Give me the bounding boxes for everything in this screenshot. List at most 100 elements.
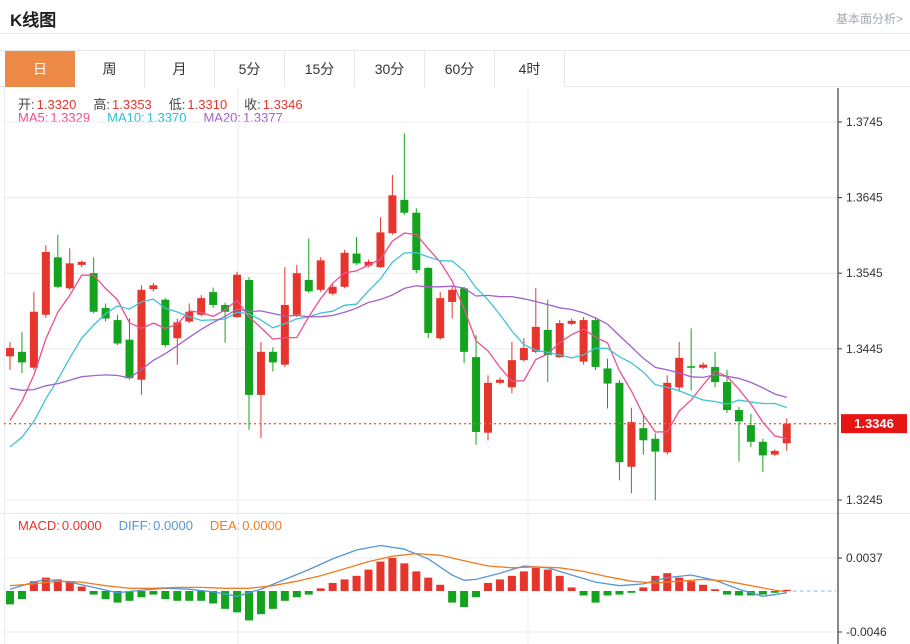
- candle[interactable]: [567, 320, 576, 324]
- candle[interactable]: [472, 357, 481, 432]
- macd-bar[interactable]: [687, 581, 696, 591]
- macd-bar[interactable]: [519, 571, 528, 591]
- macd-bar[interactable]: [53, 579, 62, 591]
- candle[interactable]: [543, 329, 552, 355]
- macd-bar[interactable]: [675, 577, 684, 591]
- candle[interactable]: [256, 351, 265, 395]
- macd-bar[interactable]: [352, 575, 361, 591]
- candle[interactable]: [268, 351, 277, 363]
- candle[interactable]: [448, 289, 457, 302]
- macd-bar[interactable]: [89, 591, 98, 595]
- period-tab-15分[interactable]: 15分: [285, 51, 355, 87]
- candle[interactable]: [376, 232, 385, 268]
- macd-bar[interactable]: [782, 589, 791, 591]
- candle[interactable]: [770, 450, 779, 455]
- macd-bar[interactable]: [723, 591, 731, 595]
- candle[interactable]: [555, 323, 564, 358]
- macd-bar[interactable]: [256, 591, 265, 615]
- candle[interactable]: [17, 351, 26, 363]
- candle[interactable]: [723, 382, 731, 411]
- candle[interactable]: [173, 322, 182, 339]
- candle[interactable]: [364, 261, 373, 266]
- macd-bar[interactable]: [448, 591, 457, 603]
- candle[interactable]: [221, 304, 230, 312]
- candle[interactable]: [436, 298, 445, 339]
- macd-bar[interactable]: [280, 591, 289, 601]
- macd-bar[interactable]: [770, 591, 779, 593]
- macd-bar[interactable]: [615, 591, 624, 595]
- macd-bar[interactable]: [304, 591, 313, 595]
- candle[interactable]: [197, 298, 206, 315]
- macd-bar[interactable]: [29, 581, 38, 591]
- macd-bar[interactable]: [161, 591, 170, 600]
- candle[interactable]: [328, 286, 337, 294]
- period-tab-月[interactable]: 月: [145, 51, 215, 87]
- macd-bar[interactable]: [376, 561, 385, 591]
- macd-bar[interactable]: [149, 591, 158, 595]
- macd-bar[interactable]: [460, 591, 469, 608]
- candle[interactable]: [280, 304, 289, 365]
- macd-bar[interactable]: [591, 591, 600, 603]
- macd-bar[interactable]: [137, 591, 146, 598]
- period-tab-日[interactable]: 日: [5, 51, 75, 87]
- price-chart-svg[interactable]: 1.3745 1.3645 1.3545 1.3445 1.3245 1.3346: [0, 88, 910, 513]
- candle[interactable]: [149, 285, 158, 290]
- macd-bar[interactable]: [209, 591, 218, 604]
- candle[interactable]: [233, 274, 242, 318]
- candle[interactable]: [77, 261, 86, 265]
- macd-bar[interactable]: [424, 577, 433, 591]
- candle[interactable]: [29, 311, 38, 368]
- candle[interactable]: [758, 441, 767, 456]
- candle[interactable]: [161, 299, 170, 346]
- macd-bar[interactable]: [245, 591, 253, 621]
- macd-bar[interactable]: [113, 591, 122, 603]
- candle[interactable]: [125, 339, 134, 379]
- candle[interactable]: [113, 320, 122, 344]
- macd-bar[interactable]: [400, 563, 409, 591]
- candle[interactable]: [388, 195, 397, 234]
- macd-bar[interactable]: [173, 591, 182, 601]
- macd-bar[interactable]: [340, 579, 349, 591]
- candle[interactable]: [316, 260, 325, 290]
- macd-bar[interactable]: [328, 582, 337, 591]
- candle[interactable]: [65, 263, 74, 289]
- candle[interactable]: [615, 382, 624, 463]
- period-tab-60分[interactable]: 60分: [425, 51, 495, 87]
- macd-bar[interactable]: [101, 591, 110, 600]
- candle[interactable]: [292, 273, 301, 315]
- macd-bar[interactable]: [233, 591, 242, 613]
- macd-bar[interactable]: [567, 587, 576, 591]
- macd-bar[interactable]: [543, 569, 552, 591]
- macd-bar[interactable]: [6, 591, 14, 605]
- candle[interactable]: [352, 253, 361, 264]
- macd-bar[interactable]: [65, 581, 74, 591]
- macd-bar[interactable]: [555, 575, 564, 591]
- candle[interactable]: [340, 252, 349, 287]
- candle[interactable]: [6, 348, 14, 357]
- candle[interactable]: [424, 267, 433, 333]
- macd-bar[interactable]: [436, 584, 445, 591]
- macd-bar[interactable]: [221, 591, 230, 609]
- macd-bar[interactable]: [77, 586, 86, 591]
- macd-bar[interactable]: [17, 591, 26, 600]
- candle[interactable]: [687, 366, 696, 368]
- candle[interactable]: [460, 288, 469, 352]
- candle[interactable]: [782, 423, 791, 444]
- candle[interactable]: [400, 199, 409, 213]
- macd-bar[interactable]: [125, 591, 134, 601]
- macd-bar[interactable]: [388, 558, 397, 591]
- macd-bar[interactable]: [603, 591, 612, 596]
- candle[interactable]: [579, 320, 588, 362]
- macd-bar[interactable]: [495, 579, 504, 591]
- period-tab-5分[interactable]: 5分: [215, 51, 285, 87]
- macd-bar[interactable]: [316, 588, 325, 591]
- candle[interactable]: [412, 212, 421, 271]
- candle[interactable]: [495, 379, 504, 383]
- candle[interactable]: [245, 280, 253, 395]
- candle[interactable]: [137, 289, 146, 380]
- candle[interactable]: [746, 425, 755, 442]
- period-tab-周[interactable]: 周: [75, 51, 145, 87]
- candle[interactable]: [507, 360, 516, 388]
- candle[interactable]: [89, 273, 98, 312]
- macd-bar[interactable]: [579, 591, 588, 596]
